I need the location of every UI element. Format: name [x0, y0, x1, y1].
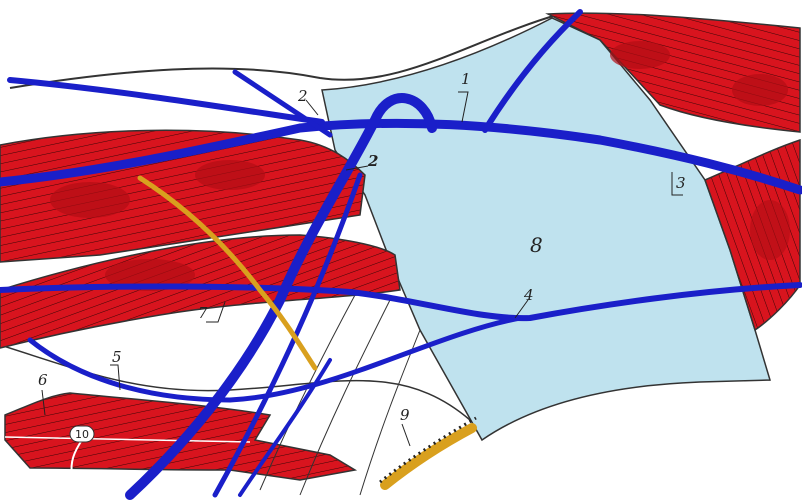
vessel-top-branch [232, 69, 333, 138]
label-10: 10 [75, 428, 89, 441]
fascia-line-2 [299, 299, 391, 496]
vessel-middle-horizontal [0, 282, 802, 322]
vessel-low-diagonal [238, 358, 332, 497]
label-10-bubble [69, 425, 95, 443]
leader-3 [671, 172, 683, 196]
muscle-6-white-line [4, 436, 251, 443]
nerve-9 [380, 423, 477, 490]
muscle-right-shade [750, 200, 790, 260]
label-3: 3 [676, 174, 686, 192]
leader-6 [41, 389, 46, 416]
leader-7 [206, 301, 226, 323]
leader-1 [458, 91, 469, 123]
muscle-top-right-shade-1 [610, 41, 670, 69]
leader-10 [70, 439, 83, 476]
label-9: 9 [400, 406, 410, 424]
upper-tissue-outline [9, 13, 561, 89]
leader-lines [41, 91, 683, 476]
label-6: 6 [38, 371, 48, 389]
leader-4 [514, 299, 529, 319]
label-2b: 2 [367, 152, 378, 170]
label-1: 1 [461, 70, 471, 88]
vessel-loop [125, 93, 437, 500]
label-8: 8 [530, 233, 543, 257]
label-4: 4 [523, 286, 534, 304]
muscle-upper-left-shade-1 [50, 182, 130, 218]
nerve-7 [137, 175, 318, 371]
muscle-upper-left [0, 129, 366, 263]
muscle-upper-left-shade-2 [195, 160, 265, 190]
vessel-right-branch [482, 9, 583, 133]
label-5: 5 [112, 348, 122, 366]
leader-9 [401, 423, 411, 447]
vessel-lower-branch [212, 172, 363, 498]
vessel-lower [27, 315, 523, 403]
vessels [0, 9, 802, 500]
fascia-line-3 [359, 329, 421, 496]
muscle-middle-left-shade [105, 259, 195, 291]
leader-5 [110, 364, 121, 391]
vessel-top-left-branch [7, 77, 325, 125]
label-7: 7 [198, 304, 208, 322]
muscle-top-right [545, 12, 801, 133]
leader-2a [305, 99, 319, 116]
label-2a: 2 [297, 87, 308, 105]
leader-2b [345, 165, 369, 171]
fascia-line-1 [259, 294, 356, 491]
muscle-top-right-shade-2 [732, 74, 788, 106]
vessel-main-horizontal [0, 118, 802, 195]
